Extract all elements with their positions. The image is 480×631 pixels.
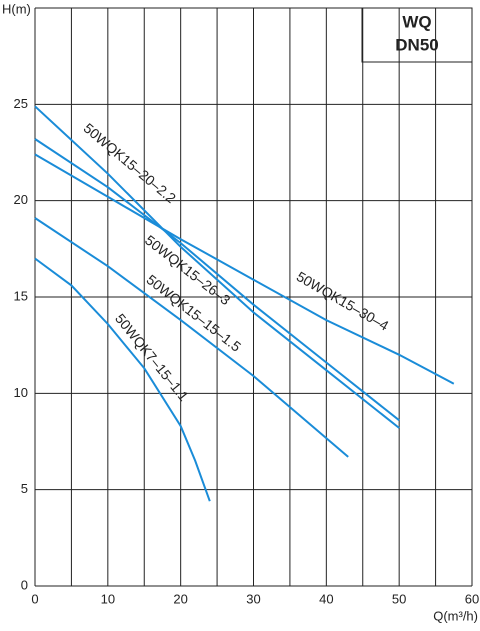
x-tick-label: 60	[465, 591, 479, 606]
y-axis-label: H(m)	[2, 1, 31, 16]
y-tick-label: 10	[14, 385, 28, 400]
x-axis-label: Q(m³/h)	[433, 608, 478, 623]
curve	[34, 105, 400, 429]
x-tick-label: 0	[31, 591, 38, 606]
curve-label: 50WQK7–15–1.1	[112, 310, 192, 404]
y-tick-label: 0	[21, 577, 28, 592]
y-tick-label: 20	[14, 192, 28, 207]
y-tick-label: 15	[14, 288, 28, 303]
curve	[34, 257, 211, 502]
y-tick-label: 25	[14, 96, 28, 111]
box-title: DN50	[395, 35, 438, 54]
curve-label: 50WQK15–30–4	[294, 268, 392, 334]
curve	[34, 138, 400, 422]
x-tick-label: 40	[319, 591, 333, 606]
x-tick-label: 20	[173, 591, 187, 606]
y-tick-label: 5	[21, 481, 28, 496]
curve	[34, 153, 455, 385]
x-tick-label: 30	[246, 591, 260, 606]
x-tick-label: 10	[101, 591, 115, 606]
curve	[34, 217, 349, 458]
title-box	[361, 7, 473, 63]
x-tick-label: 50	[392, 591, 406, 606]
box-title: WQ	[402, 12, 431, 31]
